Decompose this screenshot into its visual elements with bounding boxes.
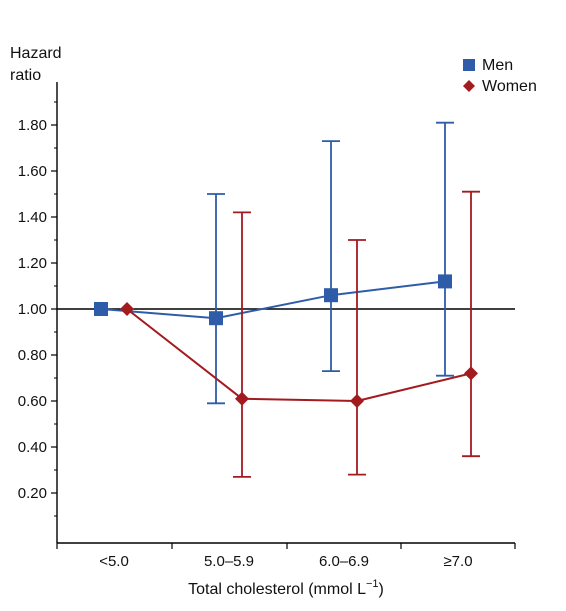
x-tick-label: 6.0–6.9 bbox=[319, 553, 369, 570]
data-point bbox=[350, 394, 364, 408]
series-group bbox=[94, 121, 480, 478]
x-tick-label: 5.0–5.9 bbox=[204, 553, 254, 570]
axes: 0.20 0.40 0.60 0.80 1.00 1.20 1.40 1.60 1.80 <5.0… bbox=[18, 82, 516, 570]
legend-label: Men bbox=[482, 57, 513, 74]
y-tick-label: 1.00 bbox=[18, 301, 47, 318]
data-point bbox=[464, 366, 478, 381]
y-tick-label: 1.60 bbox=[18, 163, 47, 180]
x-axis-title: Total cholesterol (mmol L−1) bbox=[188, 578, 384, 598]
y-tick-label: 0.80 bbox=[18, 347, 47, 364]
y-tick-label: 0.60 bbox=[18, 393, 47, 410]
x-axis-title-superscript: −1 bbox=[366, 578, 379, 590]
data-point bbox=[94, 302, 108, 316]
y-tick-label: 1.80 bbox=[18, 117, 47, 134]
x-axis-title-end: ) bbox=[379, 581, 384, 598]
data-point bbox=[438, 274, 452, 289]
y-tick-label: 1.20 bbox=[18, 255, 47, 272]
x-tick-label: ≥7.0 bbox=[443, 553, 472, 570]
y-tick-label: 1.40 bbox=[18, 209, 47, 226]
legend: Men Women bbox=[463, 57, 537, 95]
y-tick-label: 0.40 bbox=[18, 439, 47, 456]
legend-swatch bbox=[463, 80, 475, 92]
legend-swatch bbox=[463, 59, 475, 71]
legend-label: Women bbox=[482, 78, 537, 95]
series-line bbox=[126, 308, 472, 403]
series-line bbox=[100, 280, 446, 320]
y-axis-title-line1: Hazard bbox=[10, 45, 62, 62]
x-axis-title-main: Total cholesterol (mmol L bbox=[188, 581, 366, 598]
data-point bbox=[209, 311, 223, 326]
y-axis-title-line2: ratio bbox=[10, 67, 41, 84]
data-point bbox=[324, 288, 338, 303]
y-tick-label: 0.20 bbox=[18, 485, 47, 502]
data-point bbox=[235, 391, 249, 406]
data-point bbox=[120, 302, 134, 316]
x-tick-label: <5.0 bbox=[99, 553, 129, 570]
